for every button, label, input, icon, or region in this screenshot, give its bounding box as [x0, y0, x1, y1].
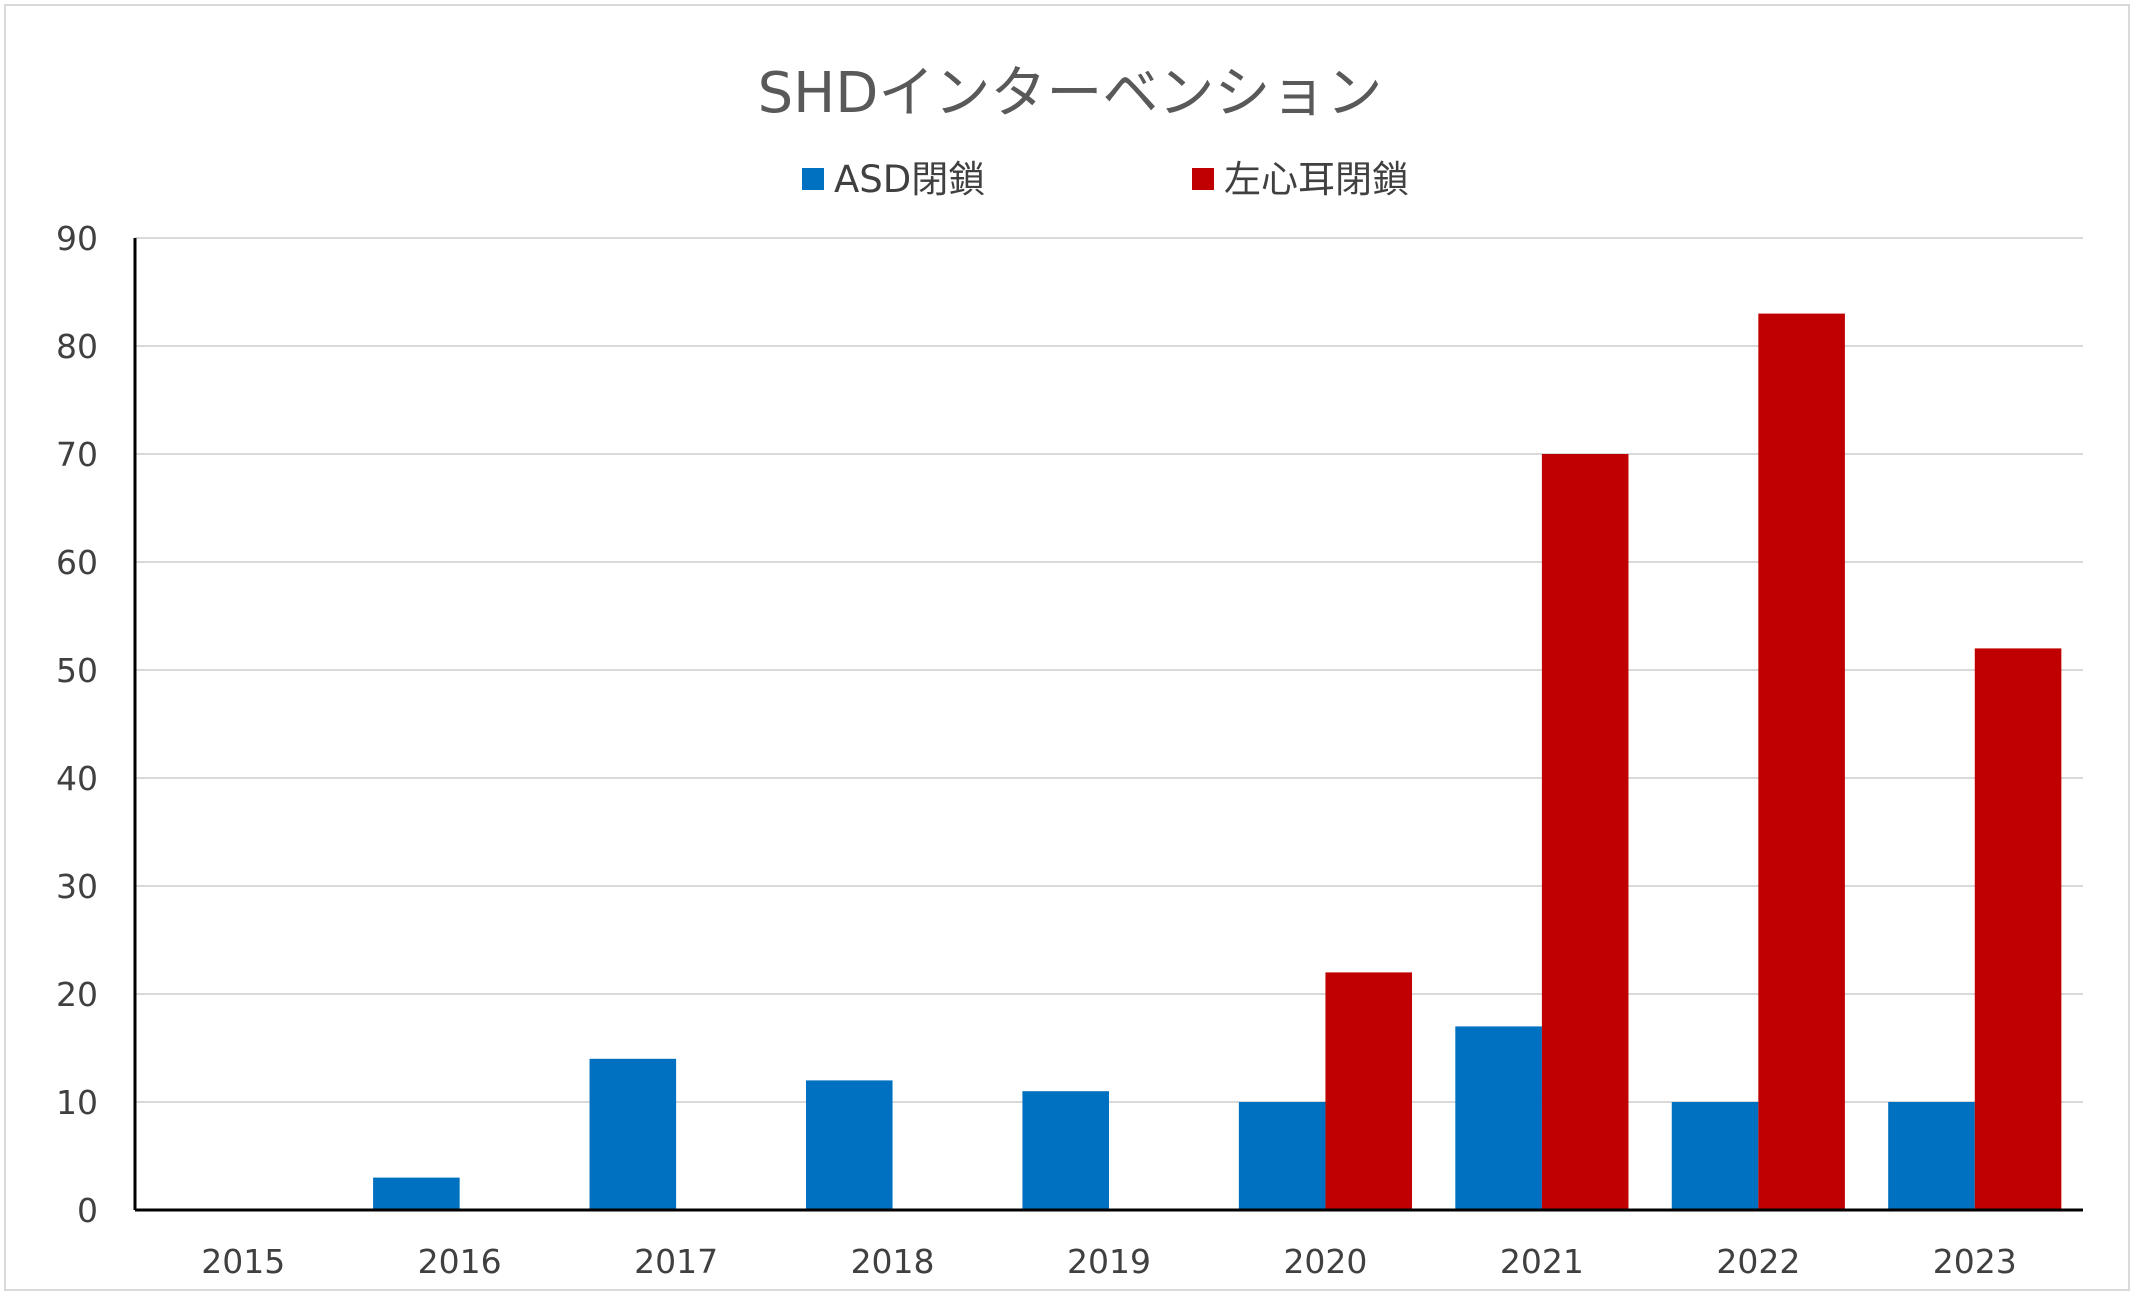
- y-tick-label: 80: [56, 327, 98, 366]
- y-tick-label: 30: [56, 867, 98, 906]
- bar-asd-2020: [1238, 1102, 1326, 1210]
- y-tick-label: 40: [56, 759, 98, 798]
- bar-asd-2019: [1022, 1091, 1109, 1210]
- x-axis-ticks: 2015 2016 2017 2018 2019 2020 2021 2022 2023: [201, 1242, 2017, 1281]
- y-tick-label: 70: [56, 435, 98, 474]
- legend: ASD閉鎖 左心耳閉鎖: [802, 158, 1409, 201]
- y-axis-ticks: 0 10 20 30 40 50 60 70 80 90: [56, 219, 98, 1230]
- legend-swatch-laa: [1192, 168, 1214, 190]
- bar-laa-2023: [1974, 648, 2062, 1210]
- x-tick-label: 2021: [1500, 1242, 1584, 1281]
- bar-laa-2021: [1541, 454, 1629, 1210]
- axes: [133, 238, 2083, 1212]
- x-tick-label: 2017: [634, 1242, 718, 1281]
- x-tick-label: 2023: [1933, 1242, 2017, 1281]
- x-tick-label: 2015: [201, 1242, 285, 1281]
- bars: [373, 313, 2062, 1211]
- legend-swatch-asd: [802, 168, 824, 190]
- y-tick-label: 90: [56, 219, 98, 258]
- y-tick-label: 60: [56, 543, 98, 582]
- x-tick-label: 2020: [1283, 1242, 1367, 1281]
- bar-asd-2022: [1671, 1102, 1759, 1210]
- x-tick-label: 2019: [1067, 1242, 1151, 1281]
- y-tick-label: 50: [56, 651, 98, 690]
- x-tick-label: 2018: [851, 1242, 935, 1281]
- y-tick-label: 0: [77, 1191, 98, 1230]
- bar-laa-2022: [1758, 313, 1845, 1211]
- y-tick-label: 20: [56, 975, 98, 1014]
- y-tick-label: 10: [56, 1083, 98, 1122]
- bar-asd-2021: [1455, 1026, 1542, 1210]
- x-tick-label: 2016: [418, 1242, 502, 1281]
- chart-title: SHDインターベンション: [758, 61, 1383, 126]
- bar-laa-2020: [1325, 972, 1413, 1210]
- legend-label-laa: 左心耳閉鎖: [1224, 158, 1409, 201]
- bar-asd-2023: [1888, 1102, 1975, 1210]
- bar-asd-2017: [589, 1058, 677, 1210]
- bar-asd-2016: [373, 1177, 460, 1210]
- legend-label-asd: ASD閉鎖: [834, 158, 985, 201]
- x-tick-label: 2022: [1716, 1242, 1800, 1281]
- bar-asd-2018: [805, 1080, 893, 1210]
